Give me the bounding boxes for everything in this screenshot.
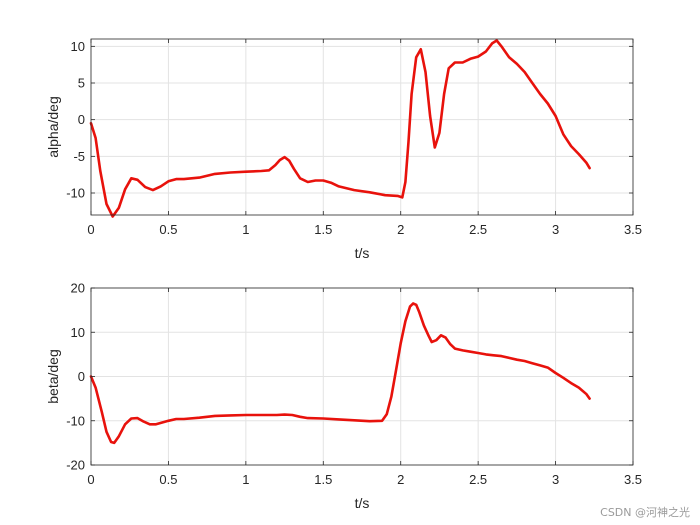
alpha-x-tick-label: 3 [552,222,559,237]
beta-x-tick-label: 1 [242,472,249,487]
alpha-y-tick-label: -10 [66,186,85,201]
beta-x-tick-label: 0 [87,472,94,487]
beta-x-tick-label: 3 [552,472,559,487]
alpha-x-tick-label: 0.5 [159,222,177,237]
alpha-x-tick-label: 0 [87,222,94,237]
beta-y-tick-label: -10 [66,413,85,428]
alpha-y-axis-label: alpha/deg [45,96,61,158]
beta-x-tick-label: 2 [397,472,404,487]
beta-y-tick-label: 20 [71,281,85,296]
beta-x-tick-label: 3.5 [624,472,642,487]
alpha-y-tick-label: 0 [78,112,85,127]
beta-y-tick-label: 0 [78,369,85,384]
beta-y-tick-label: 10 [71,325,85,340]
alpha-y-tick-label: -5 [73,149,85,164]
alpha-x-tick-label: 2.5 [469,222,487,237]
alpha-x-tick-label: 3.5 [624,222,642,237]
alpha-axes-frame [90,38,634,216]
beta-x-tick-label: 1.5 [314,472,332,487]
alpha-x-tick-label: 2 [397,222,404,237]
alpha-y-tick-label: 10 [71,39,85,54]
beta-subplot: 0 0.5 1 1.5 2 2.5 3 3.5 -20 -10 0 10 20 t/s beta/deg [45,281,642,512]
watermark-text: CSDN @河神之光 [600,506,690,519]
beta-x-axis-label: t/s [355,495,370,511]
alpha-series-line [89,39,591,218]
beta-y-tick-label: -20 [66,458,85,473]
alpha-x-tick-label: 1 [242,222,249,237]
alpha-x-axis-label: t/s [355,245,370,261]
alpha-x-tick-label: 1.5 [314,222,332,237]
beta-y-axis-label: beta/deg [45,349,61,404]
beta-x-tick-label: 0.5 [159,472,177,487]
alpha-y-tick-label: 5 [78,76,85,91]
beta-x-tick-label: 2.5 [469,472,487,487]
beta-series-line [89,302,591,445]
alpha-subplot: 0 0.5 1 1.5 2 2.5 3 3.5 -10 -5 0 5 10 t/s alpha/deg [45,38,642,261]
